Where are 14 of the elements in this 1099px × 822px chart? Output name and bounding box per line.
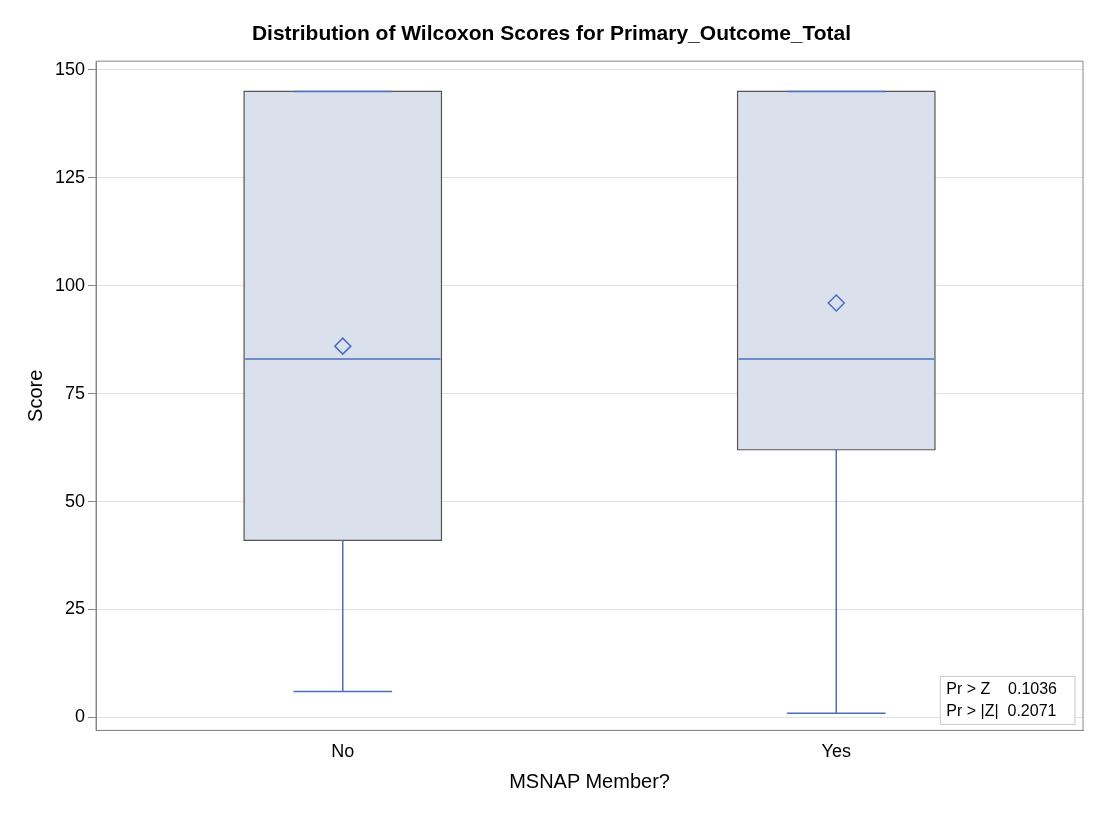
y-tick-label: 150: [54, 58, 86, 79]
y-tick-label: 50: [65, 490, 86, 511]
x-tick-label: No: [331, 741, 355, 762]
y-tick-label: 100: [54, 274, 86, 295]
chart-title: Distribution of Wilcoxon Scores for Primary_Outcome_Total: [251, 21, 852, 45]
y-tick-label: 0: [75, 706, 86, 727]
annotation: Pr > Z 0.1036: [946, 679, 1058, 697]
x-axis-title: MSNAP Member?: [509, 769, 670, 792]
annotation: Pr > |Z| 0.2071: [946, 701, 1057, 719]
y-tick-label: 125: [54, 166, 86, 187]
y-tick-label: 25: [65, 598, 86, 619]
y-tick-label: 75: [65, 382, 86, 403]
x-tick-label: Yes: [821, 741, 851, 762]
y-axis-title: Score: [23, 369, 46, 422]
